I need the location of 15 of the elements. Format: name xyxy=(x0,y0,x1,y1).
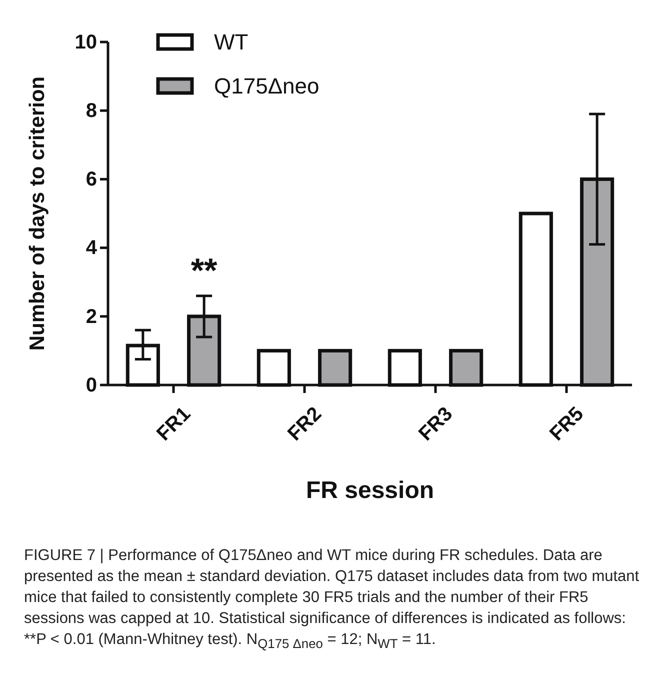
y-axis-title: Number of days to criterion xyxy=(26,76,49,351)
annotation: ** xyxy=(190,252,218,290)
y-tick-label: 6 xyxy=(86,168,97,191)
legend-label: WT xyxy=(214,30,248,55)
y-tick-label: 10 xyxy=(74,31,97,54)
x-tick-label: FR1 xyxy=(152,403,196,446)
x-tick-label: FR3 xyxy=(414,403,458,446)
y-tick-label: 2 xyxy=(86,306,97,328)
x-axis-title: FR session xyxy=(306,477,434,504)
y-tick-label: 0 xyxy=(86,374,97,396)
x-tick-label: FR2 xyxy=(284,403,326,446)
y-tick-label: 8 xyxy=(86,100,97,122)
y-tick-label: 4 xyxy=(86,237,98,260)
text: FIGURE 7 | Performance of Q175Δneo and WT mice during FR schedules. Data are presented as the mean ± standard deviation. Q175 dataset includes data from two mutant mice that failed to consistently complete 30 FR5 trials and the number of their FR5 sessions was capped at 10. Statistical significance of differences is indicated as follows: **P < 0.01 (Mann-Whitney test). N$_{Q175 Δneo}$ = 12; N$_{WT}$ = 11. xyxy=(24,547,640,652)
legend-label: Q175Δneo xyxy=(214,74,320,99)
